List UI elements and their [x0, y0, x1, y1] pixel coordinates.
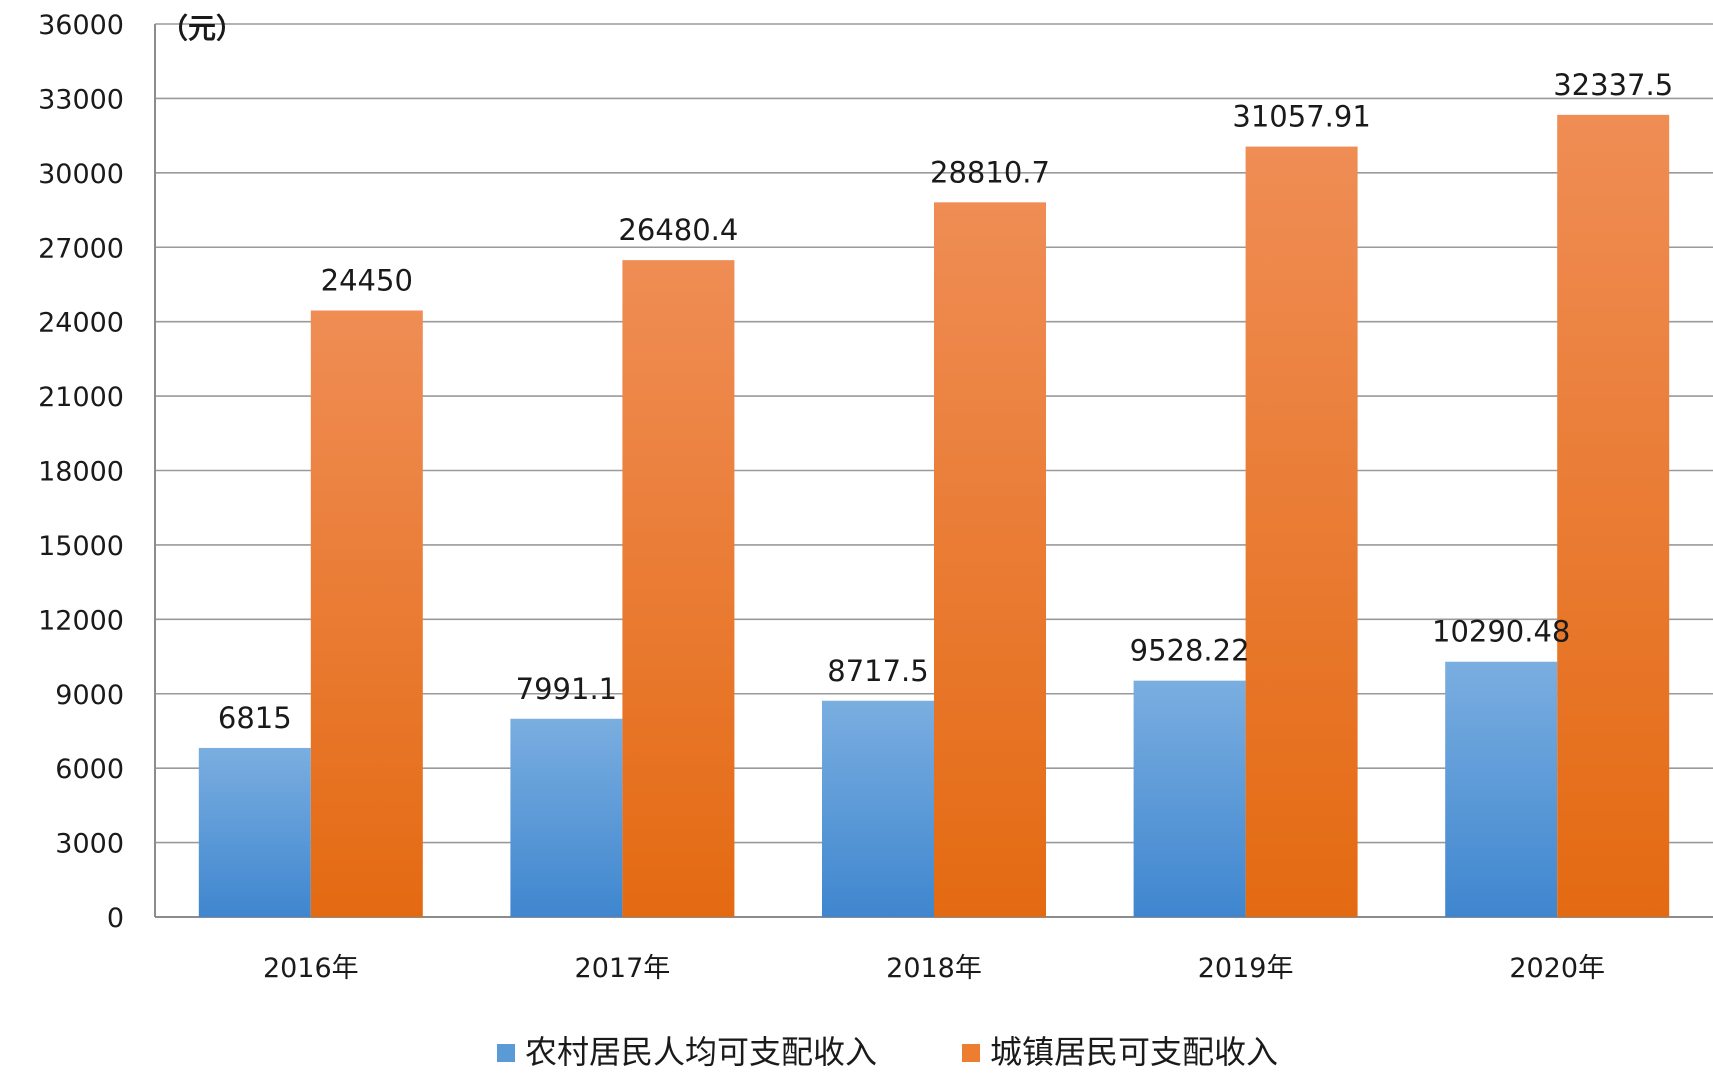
legend-swatch-urban [962, 1044, 980, 1062]
bar-urban [934, 202, 1046, 917]
data-label-rural: 7991.1 [516, 672, 617, 706]
y-tick-label: 15000 [38, 531, 124, 562]
bar-urban [622, 260, 735, 917]
y-tick-label: 30000 [38, 159, 124, 190]
data-label-urban: 31057.91 [1232, 100, 1370, 134]
y-tick-label: 9000 [55, 680, 124, 711]
data-label-urban: 28810.7 [930, 155, 1050, 189]
data-label-rural: 6815 [218, 701, 292, 735]
data-label-urban: 32337.5 [1553, 68, 1673, 102]
bar-urban [310, 310, 423, 918]
data-label-urban: 24450 [321, 264, 413, 298]
legend-label-rural: 农村居民人均可支配收入 [525, 1033, 877, 1071]
x-tick-label: 2019年 [1198, 953, 1294, 984]
y-tick-label: 36000 [38, 10, 124, 41]
y-tick-label: 21000 [38, 382, 124, 413]
legend-label-urban: 城镇居民可支配收入 [990, 1033, 1278, 1071]
bars [198, 114, 1670, 918]
bar-urban [1245, 146, 1358, 917]
x-tick-label: 2020年 [1509, 953, 1605, 984]
y-tick-label: 6000 [55, 754, 124, 785]
data-labels: 6815 24450 7991.1 26480.4 8717.5 28810.7 9528.… [218, 68, 1673, 735]
bar-rural [198, 747, 311, 917]
bar-rural [822, 700, 934, 917]
bar-rural [1445, 661, 1558, 917]
x-axis-ticks: 2016年 2017年 2018年 2019年 2020年 [263, 953, 1605, 984]
y-tick-label: 33000 [38, 84, 124, 115]
y-tick-label: 24000 [38, 308, 124, 339]
data-label-rural: 9528.22 [1130, 634, 1250, 668]
bar-rural [1133, 680, 1246, 917]
x-tick-label: 2017年 [575, 953, 671, 984]
bar-urban [1557, 114, 1670, 918]
y-tick-label: 3000 [55, 829, 124, 860]
y-axis-unit-label: （元） [160, 12, 244, 45]
bar-rural [510, 718, 623, 917]
legend: 农村居民人均可支配收入 城镇居民可支配收入 [497, 1033, 1278, 1071]
x-tick-label: 2018年 [886, 953, 982, 984]
y-tick-label: 18000 [38, 457, 124, 488]
y-tick-label: 27000 [38, 233, 124, 264]
data-label-rural: 10290.48 [1432, 615, 1570, 649]
y-tick-label: 12000 [38, 605, 124, 636]
legend-swatch-rural [497, 1044, 515, 1062]
y-axis-ticks: 0 3000 6000 9000 12000 15000 18000 21000 24000 27… [38, 10, 124, 934]
y-tick-label: 0 [107, 903, 124, 934]
data-label-urban: 26480.4 [618, 213, 738, 247]
data-label-rural: 8717.5 [827, 654, 928, 688]
x-tick-label: 2016年 [263, 953, 359, 984]
